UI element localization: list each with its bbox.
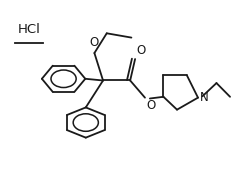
Text: O: O [90,36,99,49]
Text: O: O [136,44,146,57]
Text: O: O [146,99,155,112]
Text: HCl: HCl [18,23,40,36]
Text: N: N [200,91,209,104]
